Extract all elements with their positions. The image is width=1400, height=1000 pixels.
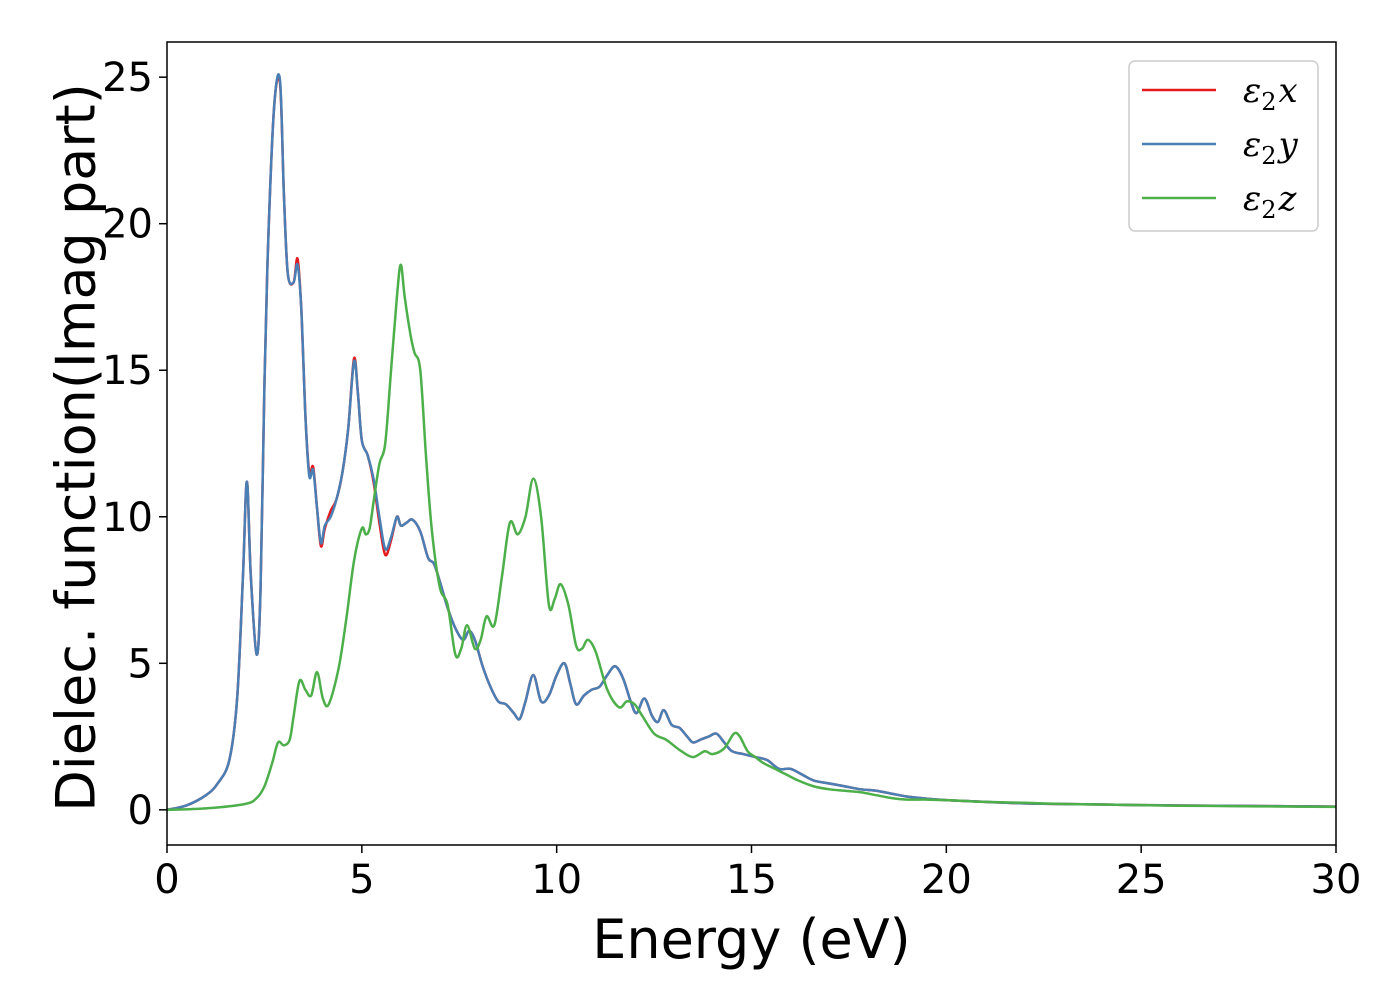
legend: ε2x ε2y ε2z xyxy=(1128,60,1319,232)
y-tick-label: 20 xyxy=(102,202,153,248)
x-tick-label: 15 xyxy=(726,857,777,903)
x-tick-label: 0 xyxy=(154,857,179,903)
legend-label: ε2z xyxy=(1243,179,1298,224)
series-layer xyxy=(167,73,1336,812)
legend-label: ε2y xyxy=(1243,125,1299,170)
legend-frame xyxy=(1128,60,1319,232)
x-axis: 0 5 10 15 20 25 30 xyxy=(154,845,1361,903)
series-line-z xyxy=(167,263,1336,812)
x-tick-label: 30 xyxy=(1311,857,1362,903)
y-axis: 0 5 10 15 20 25 xyxy=(102,55,167,834)
y-tick-label: 0 xyxy=(128,788,153,834)
x-tick-label: 20 xyxy=(921,857,972,903)
y-axis-label: Dielec. function(Imag part) xyxy=(45,83,108,812)
x-tick-label: 5 xyxy=(349,857,374,903)
y-tick-label: 10 xyxy=(102,495,153,541)
y-tick-label: 25 xyxy=(102,55,153,101)
x-axis-label: Energy (eV) xyxy=(592,908,911,971)
x-tick-label: 10 xyxy=(531,857,582,903)
legend-item-z: ε2z xyxy=(1142,179,1298,224)
legend-item-x: ε2x xyxy=(1142,71,1298,116)
legend-item-y: ε2y xyxy=(1142,125,1299,170)
legend-label: ε2x xyxy=(1243,71,1298,116)
x-tick-label: 25 xyxy=(1116,857,1167,903)
y-tick-label: 15 xyxy=(102,348,153,394)
series-line-y xyxy=(167,73,1336,812)
y-tick-label: 5 xyxy=(128,641,153,687)
